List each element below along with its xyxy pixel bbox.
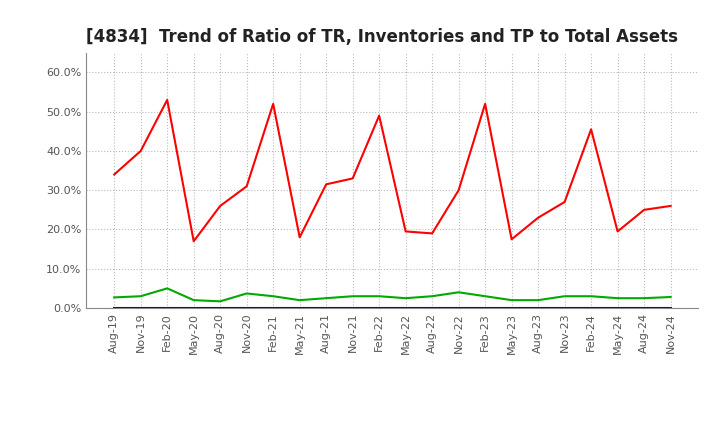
Inventories [454, 305, 463, 311]
Line: Trade Payables: Trade Payables [114, 288, 670, 301]
Inventories [428, 305, 436, 311]
Inventories [189, 305, 198, 311]
Trade Receivables [613, 229, 622, 234]
Trade Payables [322, 296, 330, 301]
Trade Payables [508, 297, 516, 303]
Inventories [508, 305, 516, 311]
Trade Payables [454, 290, 463, 295]
Trade Payables [348, 293, 357, 299]
Trade Receivables [401, 229, 410, 234]
Trade Receivables [216, 203, 225, 209]
Trade Receivables [348, 176, 357, 181]
Inventories [640, 305, 649, 311]
Trade Payables [587, 293, 595, 299]
Trade Receivables [295, 235, 304, 240]
Inventories [216, 305, 225, 311]
Trade Receivables [322, 182, 330, 187]
Trade Payables [269, 293, 277, 299]
Inventories [136, 305, 145, 311]
Trade Receivables [454, 187, 463, 193]
Trade Receivables [481, 101, 490, 106]
Trade Payables [560, 293, 569, 299]
Trade Payables [295, 297, 304, 303]
Trade Payables [243, 291, 251, 296]
Inventories [243, 305, 251, 311]
Trade Receivables [110, 172, 119, 177]
Trade Receivables [640, 207, 649, 213]
Trade Payables [428, 293, 436, 299]
Trade Payables [110, 295, 119, 300]
Inventories [163, 305, 171, 311]
Trade Receivables [508, 237, 516, 242]
Line: Trade Receivables: Trade Receivables [114, 100, 670, 241]
Trade Receivables [136, 148, 145, 154]
Trade Payables [613, 296, 622, 301]
Trade Receivables [163, 97, 171, 103]
Inventories [587, 305, 595, 311]
Inventories [375, 305, 384, 311]
Trade Receivables [587, 127, 595, 132]
Trade Payables [189, 297, 198, 303]
Inventories [560, 305, 569, 311]
Inventories [269, 305, 277, 311]
Text: [4834]  Trend of Ratio of TR, Inventories and TP to Total Assets: [4834] Trend of Ratio of TR, Inventories… [86, 28, 678, 46]
Trade Payables [640, 296, 649, 301]
Inventories [481, 305, 490, 311]
Inventories [666, 305, 675, 311]
Trade Receivables [560, 199, 569, 205]
Trade Receivables [534, 215, 542, 220]
Trade Receivables [189, 238, 198, 244]
Inventories [534, 305, 542, 311]
Trade Payables [163, 286, 171, 291]
Inventories [295, 305, 304, 311]
Trade Receivables [666, 203, 675, 209]
Trade Payables [666, 294, 675, 300]
Trade Payables [401, 296, 410, 301]
Trade Payables [216, 299, 225, 304]
Trade Receivables [375, 113, 384, 118]
Trade Payables [481, 293, 490, 299]
Trade Receivables [269, 101, 277, 106]
Trade Payables [136, 293, 145, 299]
Inventories [613, 305, 622, 311]
Inventories [322, 305, 330, 311]
Trade Receivables [428, 231, 436, 236]
Trade Payables [375, 293, 384, 299]
Trade Receivables [243, 183, 251, 189]
Inventories [401, 305, 410, 311]
Trade Payables [534, 297, 542, 303]
Inventories [110, 305, 119, 311]
Inventories [348, 305, 357, 311]
